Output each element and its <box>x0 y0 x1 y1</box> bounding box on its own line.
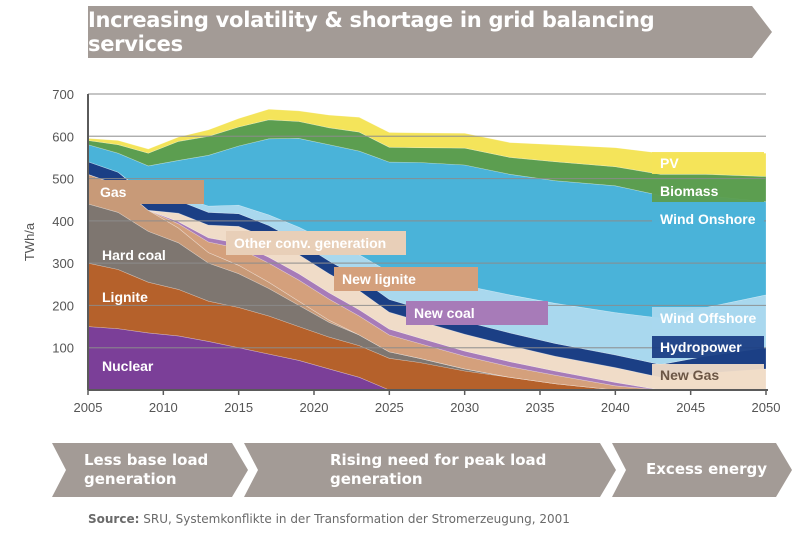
phase-label: Excess energy <box>646 460 768 478</box>
y-tick-label: 500 <box>52 172 74 187</box>
series-tag-new-gas <box>652 364 764 386</box>
phase-label: Rising need for peak load generation <box>330 451 547 488</box>
series-tag-other-conv-generation <box>226 231 406 255</box>
banner-arrow <box>88 6 772 58</box>
series-label-nuclear: Nuclear <box>102 358 154 374</box>
chart-title: Increasing volatility & shortage in grid… <box>88 8 655 56</box>
phase-arrow-shape <box>612 443 792 497</box>
source-note: Source: SRU, Systemkonflikte in der Tran… <box>88 512 570 526</box>
series-label-lignite: Lignite <box>102 289 148 305</box>
series-tag-new-lignite <box>334 267 478 291</box>
series-label-hydropower: Hydropower <box>660 339 742 355</box>
phase-peak-load: Rising need for peak load generation <box>244 443 616 497</box>
phase-excess-energy: Excess energy <box>612 443 792 497</box>
area-pv <box>87 108 767 177</box>
series-tag-hydropower <box>652 336 764 358</box>
series-tag-pv <box>652 152 764 174</box>
series-tag-new-coal <box>406 301 548 325</box>
y-tick-label: 300 <box>52 256 74 271</box>
y-tick-label: 100 <box>52 341 74 356</box>
phase-arrow-shape <box>52 443 248 497</box>
source-text: SRU, Systemkonflikte in der Transformati… <box>143 512 570 526</box>
series-tag-biomass <box>652 180 764 202</box>
y-tick-label: 600 <box>52 129 74 144</box>
series-label-new-lignite: New lignite <box>342 271 416 287</box>
phase-arrow <box>244 443 616 497</box>
series-label-wind-offshore: Wind Offshore <box>660 310 757 326</box>
series-tag-wind-offshore <box>652 307 764 329</box>
phase-arrow <box>612 443 792 497</box>
series-label-other-conv-generation: Other conv. generation <box>234 235 386 251</box>
y-tick-label: 200 <box>52 298 74 313</box>
x-tick-label: 2040 <box>601 400 630 415</box>
area-wind-offshore <box>87 161 767 365</box>
phase-arrow-shape <box>244 443 616 497</box>
source-prefix: Source: <box>88 512 140 526</box>
series-label-biomass: Biomass <box>660 183 719 199</box>
series-label-hard-coal: Hard coal <box>102 247 166 263</box>
banner-arrow-shape <box>88 6 772 58</box>
y-axis-label: TWh/a <box>22 222 37 261</box>
area-chart: 100 200 300 400 500 600 700 2005 2010 2015 2020 202… <box>22 87 781 415</box>
series-label-new-gas: New Gas <box>660 367 719 383</box>
area-wind-onshore <box>87 138 767 319</box>
y-tick-label: 400 <box>52 214 74 229</box>
series-label-pv: PV <box>660 155 679 171</box>
x-tick-label: 2025 <box>375 400 404 415</box>
x-tick-label: 2015 <box>224 400 253 415</box>
series-tag-gas <box>92 180 204 204</box>
x-tick-label: 2045 <box>676 400 705 415</box>
x-tick-label: 2010 <box>149 400 178 415</box>
x-tick-label: 2005 <box>74 400 103 415</box>
x-tick-label: 2030 <box>450 400 479 415</box>
phase-arrow <box>52 443 248 497</box>
x-tick-label: 2035 <box>526 400 555 415</box>
series-label-gas: Gas <box>100 184 127 200</box>
x-tick-label: 2020 <box>300 400 329 415</box>
phase-label: Less base load generation <box>84 451 209 488</box>
y-tick-label: 700 <box>52 87 74 102</box>
series-label-new-coal: New coal <box>414 305 475 321</box>
series-label-wind-onshore: Wind Onshore <box>660 211 756 227</box>
title-banner: Increasing volatility & shortage in grid… <box>88 6 772 58</box>
x-tick-label: 2050 <box>752 400 781 415</box>
series-tag-wind-onshore <box>652 208 764 230</box>
phase-base-load: Less base load generation <box>52 443 248 497</box>
